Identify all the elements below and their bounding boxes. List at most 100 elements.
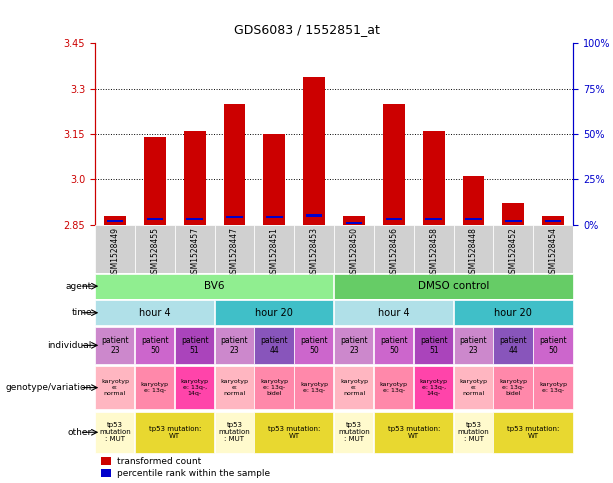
Text: GSM1528447: GSM1528447 [230,227,239,278]
Text: tp53 mutation:
WT: tp53 mutation: WT [148,426,201,439]
Text: karyotyp
e: 13q-: karyotyp e: 13q- [539,382,567,393]
Bar [454,300,573,325]
Bar [386,218,402,220]
Text: time: time [71,308,92,317]
Bar [147,218,163,220]
Text: patient
51: patient 51 [181,336,208,355]
Text: hour 4: hour 4 [378,308,409,318]
Bar [533,225,573,273]
Bar [543,215,564,225]
Text: agent: agent [66,282,92,291]
Bar [465,218,482,220]
Bar [505,220,522,222]
Bar [215,225,254,273]
Text: patient
23: patient 23 [460,336,487,355]
Text: genotype/variation: genotype/variation [6,383,92,392]
Text: tp53
mutation
: MUT: tp53 mutation : MUT [219,422,250,442]
Text: tp53 mutation:
WT: tp53 mutation: WT [387,426,440,439]
Bar [135,225,175,273]
Bar [493,225,533,273]
Bar [135,327,174,364]
Text: patient
23: patient 23 [221,336,248,355]
Text: percentile rank within the sample: percentile rank within the sample [117,469,270,478]
Bar [383,104,405,225]
Bar [175,366,214,409]
Bar [454,412,493,453]
Text: individual: individual [48,341,92,350]
Bar [374,225,414,273]
Bar [215,412,254,453]
Text: patient
44: patient 44 [261,336,288,355]
Bar [306,214,322,216]
Text: tp53 mutation:
WT: tp53 mutation: WT [268,426,321,439]
Text: GSM1528452: GSM1528452 [509,227,518,278]
Bar [334,300,453,325]
Text: patient
50: patient 50 [141,336,169,355]
Bar [215,300,333,325]
Text: karyotyp
e:
normal: karyotyp e: normal [460,379,487,396]
Bar [334,327,373,364]
Text: karyotyp
e: 13q-: karyotyp e: 13q- [300,382,328,393]
Text: GSM1528450: GSM1528450 [349,227,359,278]
Bar [95,327,134,364]
Text: karyotyp
e:
normal: karyotyp e: normal [221,379,248,396]
Text: GSM1528454: GSM1528454 [549,227,558,278]
Text: tp53
mutation
: MUT: tp53 mutation : MUT [99,422,131,442]
Text: DMSO control: DMSO control [418,281,489,291]
Bar [254,327,294,364]
Bar [374,412,453,453]
Text: patient
50: patient 50 [539,336,567,355]
Text: karyotyp
e: 13q-: karyotyp e: 13q- [380,382,408,393]
Bar [334,225,374,273]
Bar [374,327,413,364]
Bar [493,366,533,409]
Bar [95,300,214,325]
Text: karyotyp
e: 13q-
bidel: karyotyp e: 13q- bidel [261,379,288,396]
Bar [95,412,134,453]
Bar [503,203,524,225]
Bar [266,216,283,218]
Text: GSM1528448: GSM1528448 [469,227,478,278]
Bar [545,220,562,222]
Text: karyotyp
e: 13q-: karyotyp e: 13q- [141,382,169,393]
Text: GSM1528455: GSM1528455 [150,227,159,278]
Text: patient
51: patient 51 [420,336,447,355]
Bar [215,327,254,364]
Text: hour 20: hour 20 [495,308,532,318]
Bar [303,77,325,225]
Text: GSM1528451: GSM1528451 [270,227,279,278]
Bar [224,104,245,225]
Text: patient
23: patient 23 [340,336,368,355]
Bar [533,327,573,364]
Bar [175,225,215,273]
Bar [294,366,333,409]
Text: GSM1528449: GSM1528449 [110,227,120,278]
Text: karyotyp
e:
normal: karyotyp e: normal [340,379,368,396]
Text: karyotyp
e: 13q-
bidel: karyotyp e: 13q- bidel [500,379,527,396]
Bar [135,412,214,453]
Text: GSM1528457: GSM1528457 [190,227,199,278]
Bar [101,457,111,465]
Bar [463,176,484,225]
Text: other: other [67,428,92,437]
Text: GDS6083 / 1552851_at: GDS6083 / 1552851_at [234,23,379,36]
Text: transformed count: transformed count [117,457,201,466]
Bar [334,412,373,453]
Text: GSM1528456: GSM1528456 [389,227,398,278]
Bar [144,137,166,225]
Bar [414,225,454,273]
Text: hour 4: hour 4 [139,308,170,318]
Bar [414,366,453,409]
Bar [334,366,373,409]
Bar [294,327,333,364]
Text: patient
50: patient 50 [300,336,328,355]
Bar [186,218,203,220]
Text: tp53
mutation
: MUT: tp53 mutation : MUT [458,422,489,442]
Text: patient
50: patient 50 [380,336,408,355]
Bar [254,366,294,409]
Bar [454,327,493,364]
Bar [95,274,333,298]
Bar [414,327,453,364]
Bar [374,366,413,409]
Bar [264,134,285,225]
